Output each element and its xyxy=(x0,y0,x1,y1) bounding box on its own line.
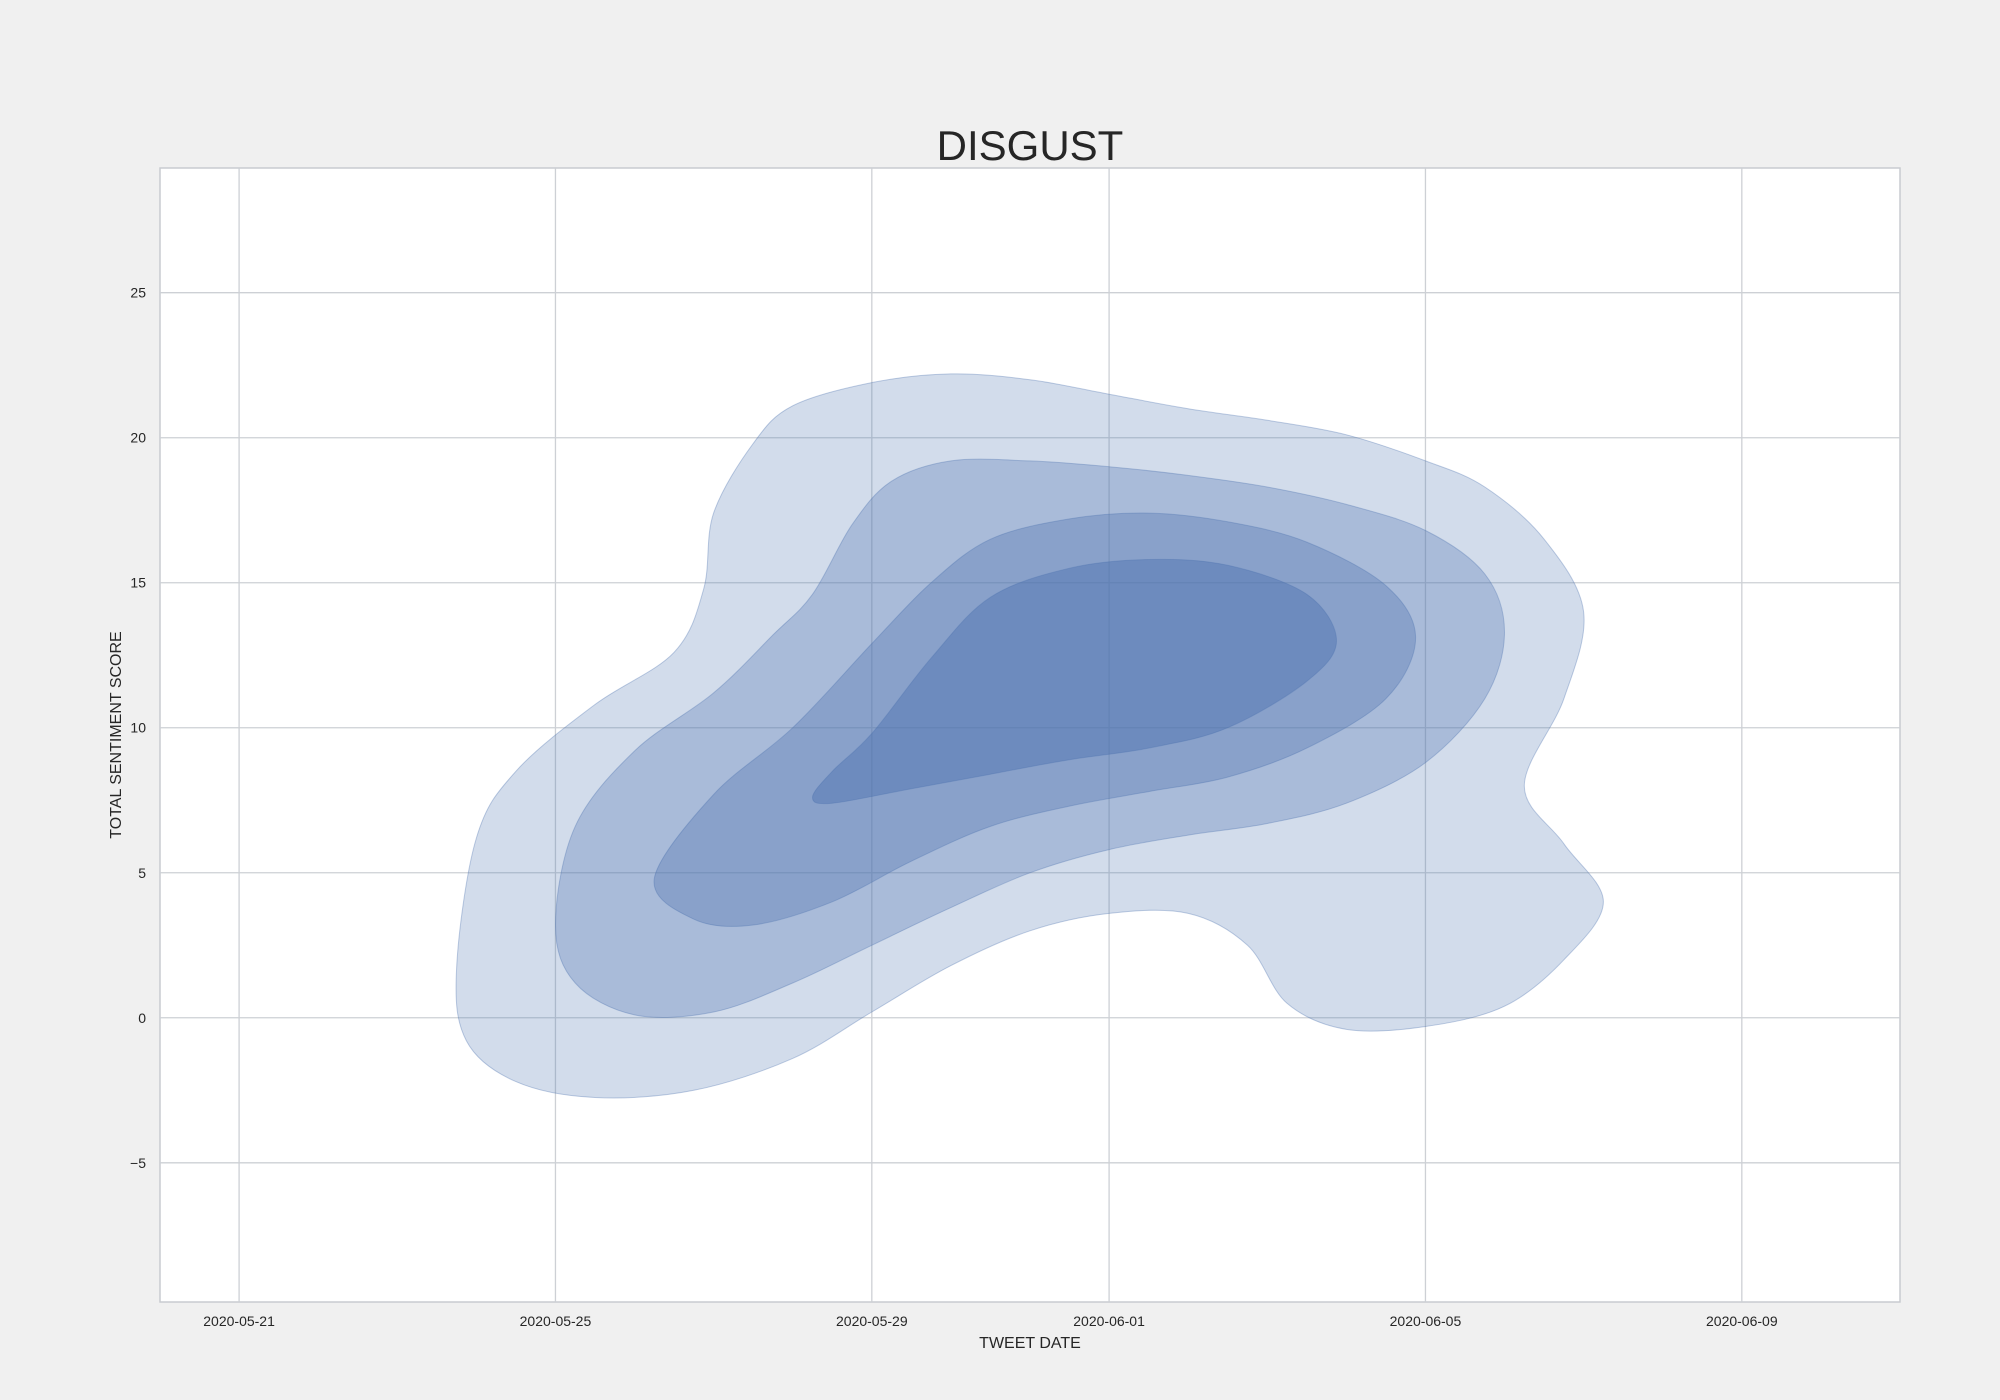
y-axis-label: TOTAL SENTIMENT SCORE xyxy=(108,631,125,838)
x-axis-label: TWEET DATE xyxy=(979,1335,1081,1352)
density-contour-level-1 xyxy=(455,373,1604,1099)
density-contour-level-2 xyxy=(554,458,1506,1018)
x-tick-label: 2020-05-25 xyxy=(520,1313,592,1329)
density-contour-level-4 xyxy=(811,558,1338,805)
y-tick-label: 15 xyxy=(130,575,146,591)
density-contours xyxy=(455,373,1604,1099)
gridlines xyxy=(160,168,1900,1302)
x-tick-label: 2020-05-21 xyxy=(203,1313,275,1329)
y-tick-label: 25 xyxy=(130,285,146,301)
x-tick-label: 2020-06-01 xyxy=(1073,1313,1145,1329)
y-tick-label: 0 xyxy=(138,1010,146,1026)
x-tick-label: 2020-05-29 xyxy=(836,1313,908,1329)
y-tick-label: 10 xyxy=(130,720,146,736)
y-tick-label: 5 xyxy=(138,865,146,881)
plot-area xyxy=(159,167,1901,1303)
density-contour-level-3 xyxy=(653,512,1417,927)
y-tick-label: 20 xyxy=(130,430,146,446)
y-tick-labels: −5 0 5 10 15 20 25 xyxy=(130,285,146,1171)
y-tick-label: −5 xyxy=(130,1155,146,1171)
x-tick-label: 2020-06-09 xyxy=(1706,1313,1778,1329)
x-tick-label: 2020-06-05 xyxy=(1390,1313,1462,1329)
x-tick-labels: 2020-05-21 2020-05-25 2020-05-29 2020-06-01… xyxy=(203,1313,1778,1329)
chart-title: DISGUST xyxy=(937,122,1124,169)
